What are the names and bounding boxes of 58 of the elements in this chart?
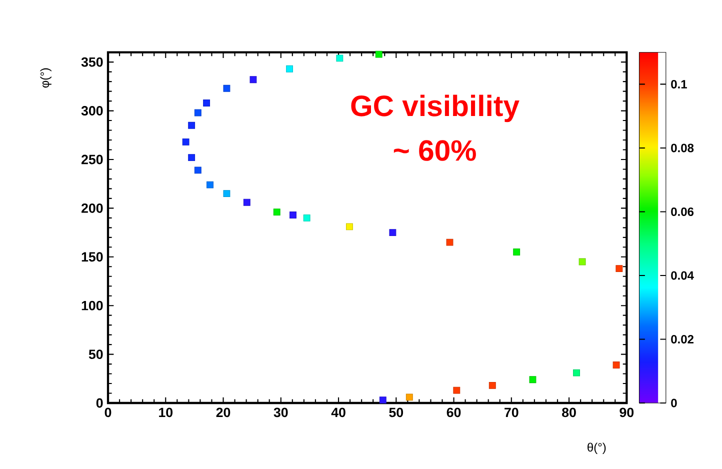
point: [194, 166, 202, 174]
point: [612, 362, 620, 368]
point: [379, 396, 386, 404]
annotation: ~ 60%: [394, 140, 476, 161]
point: [223, 84, 230, 92]
x-tick-label: 10: [159, 408, 173, 418]
color-bar-label: 0.08: [671, 144, 694, 152]
color-bar-label: 0.04: [671, 271, 694, 280]
x-tick-label: 0: [104, 408, 112, 418]
point: [389, 229, 396, 236]
color-bar-label: 0.06: [671, 207, 694, 216]
x-tick-label: 40: [331, 408, 346, 418]
y-tick-label: 250: [82, 154, 103, 164]
point: [446, 238, 454, 246]
point: [578, 258, 586, 266]
x-axis-title: θ(°): [588, 442, 606, 454]
x-tick-label: 80: [562, 408, 576, 418]
point: [616, 265, 623, 272]
y-tick-label: 150: [82, 252, 103, 262]
y-tick-label: 200: [82, 203, 103, 213]
x-tick-label: 50: [389, 408, 404, 418]
point: [336, 54, 344, 62]
point: [488, 382, 496, 389]
point: [529, 376, 536, 384]
point: [243, 198, 250, 206]
color-bar-label: 0.02: [671, 334, 694, 344]
point: [203, 100, 210, 106]
point: [290, 212, 296, 218]
x-tick-label: 90: [620, 408, 634, 418]
point: [406, 394, 413, 401]
annotation: GC visibility: [351, 94, 520, 122]
point: [250, 76, 257, 84]
color-bar-label: 0.1: [671, 80, 687, 88]
y-tick-label: 300: [81, 106, 103, 116]
point: [223, 190, 230, 198]
point: [194, 109, 202, 116]
point: [303, 214, 310, 222]
color-bar-label: 0: [671, 398, 677, 408]
x-tick-label: 60: [446, 408, 461, 418]
point: [453, 386, 460, 394]
y-tick-label: 50: [88, 350, 103, 360]
point: [513, 248, 520, 256]
x-tick-label: 30: [274, 408, 288, 418]
point: [286, 65, 294, 72]
point: [206, 181, 214, 188]
point: [375, 50, 382, 58]
point: [188, 154, 196, 162]
point: [573, 369, 580, 376]
point: [273, 208, 280, 216]
x-tick-label: 20: [216, 408, 230, 418]
y-axis-title: φ(°): [40, 68, 52, 88]
y-tick-label: 100: [82, 300, 103, 310]
x-tick-label: 70: [504, 408, 518, 418]
y-tick-label: 350: [81, 57, 103, 67]
point: [182, 138, 190, 146]
y-tick-label: 0: [96, 398, 103, 408]
point: [346, 223, 353, 230]
point: [188, 122, 196, 129]
